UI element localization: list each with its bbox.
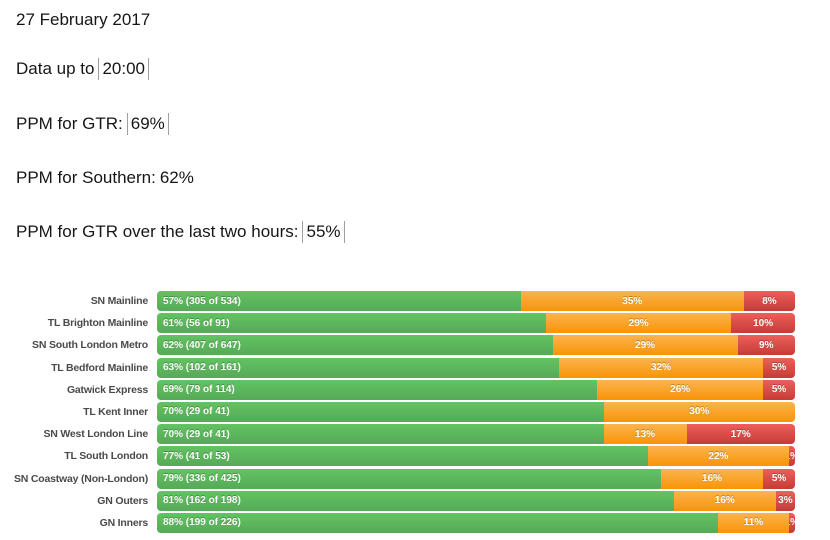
bar-segment-red: 1% (788, 512, 795, 533)
chart-row-label: TL Bedford Mainline (51, 361, 148, 374)
chart-row-track: 70% (29 of 41) 13% 17% (157, 424, 795, 445)
ppm-gtr-two-hours-label: PPM for GTR over the last two hours: (16, 222, 299, 241)
summary-header: 27 February 2017 Data up to 20:00 PPM for… (16, 10, 345, 243)
chart-row-label: GN Outers (97, 494, 148, 507)
report-date: 27 February 2017 (16, 10, 151, 29)
chart-row-label: TL South London (64, 450, 148, 463)
ppm-gtr-two-hours-line: PPM for GTR over the last two hours: 55% (16, 221, 345, 243)
chart-row-track: 63% (102 of 161) 32% 5% (157, 357, 795, 378)
ppm-gtr-line: PPM for GTR: 69% (16, 113, 345, 135)
chart-row-track: 69% (79 of 114) 26% 5% (157, 379, 795, 400)
bar-segment-green: 57% (305 of 534) (157, 291, 521, 311)
chart-row: SN Mainline 57% (305 of 534) 35% 8% (8, 291, 795, 311)
bar-segment-orange: 32% (558, 357, 764, 378)
data-up-to-label: Data up to (16, 59, 95, 78)
bar-segment-red: 3% (775, 490, 795, 511)
chart-row-label: TL Brighton Mainline (47, 317, 148, 330)
bar-segment-orange: 30% (603, 401, 795, 422)
ppm-stacked-bar-chart: SN Mainline 57% (305 of 534) 35% 8% TL Brigh… (8, 291, 795, 535)
bar-segment-green: 62% (407 of 647) (157, 335, 553, 356)
bar-segment-red: 10% (731, 313, 795, 334)
bar-segment-orange: 11% (718, 512, 789, 533)
bar-segment-green: 88% (199 of 226) (157, 512, 719, 533)
chart-row-label: SN South London Metro (32, 339, 148, 352)
chart-row-label: Gatwick Express (66, 383, 148, 396)
chart-row: TL Bedford Mainline 63% (102 of 161) 32% 5% (8, 357, 795, 378)
chart-row-track: 62% (407 of 647) 29% 9% (157, 335, 795, 356)
chart-row-track: 77% (41 of 53)22%1% (157, 446, 795, 467)
chart-row: TL Kent Inner 70% (29 of 41) 30% (8, 401, 795, 422)
chart-row-label: SN Coastway (Non-London) (13, 472, 148, 485)
chart-row-track: 88% (199 of 226)11%1% (157, 512, 795, 533)
chart-row: SN South London Metro 62% (407 of 647) 29%… (8, 335, 795, 356)
bar-segment-green: 81% (162 of 198) (157, 490, 674, 511)
chart-row-label: SN West London Line (43, 428, 148, 441)
data-up-to-value[interactable]: 20:00 (98, 58, 149, 80)
chart-row-track: 79% (336 of 425) 16% 5% (157, 468, 795, 489)
chart-row-label: SN Mainline (90, 295, 149, 307)
chart-row: TL Brighton Mainline 61% (56 of 91) 29% 10% (8, 313, 795, 334)
bar-segment-red: 9% (737, 335, 795, 356)
bar-segment-orange: 22% (648, 446, 789, 467)
ppm-southern-line: PPM for Southern: 62% (16, 168, 345, 188)
bar-segment-green: 69% (79 of 114) (157, 379, 598, 400)
chart-row-track: 81% (162 of 198) 16% 3% (157, 490, 795, 511)
bar-segment-red: 1% (788, 446, 795, 467)
ppm-gtr-two-hours-value[interactable]: 55% (302, 221, 345, 243)
ppm-gtr-label: PPM for GTR: (16, 114, 123, 133)
bar-segment-red: 5% (763, 468, 795, 489)
ppm-gtr-value[interactable]: 69% (126, 113, 169, 135)
bar-segment-red: 5% (763, 379, 795, 400)
chart-row-track: 70% (29 of 41) 30% (157, 401, 795, 422)
chart-row: GN Outers 81% (162 of 198) 16% 3% (8, 490, 795, 511)
chart-row: Gatwick Express 69% (79 of 114) 26% 5% (8, 379, 795, 400)
bar-segment-red: 17% (686, 424, 795, 445)
bar-segment-orange: 29% (552, 335, 738, 356)
bar-segment-green: 79% (336 of 425) (157, 468, 662, 489)
bar-segment-orange: 35% (520, 291, 744, 311)
bar-segment-orange: 16% (673, 490, 776, 511)
chart-row-label: TL Kent Inner (83, 405, 148, 418)
bar-segment-green: 70% (29 of 41) (157, 424, 604, 445)
chart-row: GN Inners 88% (199 of 226)11%1% (8, 512, 795, 533)
bar-segment-orange: 16% (661, 468, 764, 489)
chart-row: SN Coastway (Non-London) 79% (336 of 425)… (8, 468, 795, 489)
chart-row: SN West London Line 70% (29 of 41) 13% 17% (8, 424, 795, 445)
bar-segment-green: 61% (56 of 91) (157, 313, 547, 334)
bar-segment-green: 63% (102 of 161) (157, 357, 559, 378)
bar-segment-orange: 13% (603, 424, 687, 445)
data-up-to-line: Data up to 20:00 (16, 58, 345, 80)
bar-segment-orange: 29% (546, 313, 732, 334)
bar-segment-green: 77% (41 of 53) (157, 446, 649, 467)
bar-segment-green: 70% (29 of 41) (157, 401, 604, 422)
bar-segment-orange: 26% (597, 379, 764, 400)
bar-segment-red: 5% (763, 357, 795, 378)
chart-row: TL South London 77% (41 of 53)22%1% (8, 446, 795, 467)
chart-row-label: GN Inners (99, 516, 149, 529)
chart-row-track: 61% (56 of 91) 29% 10% (157, 313, 795, 334)
ppm-southern-value: 62% (159, 168, 194, 187)
ppm-southern-label: PPM for Southern: (16, 168, 156, 187)
bar-segment-red: 8% (743, 291, 795, 311)
chart-row-track: 57% (305 of 534) 35% 8% (157, 291, 795, 311)
